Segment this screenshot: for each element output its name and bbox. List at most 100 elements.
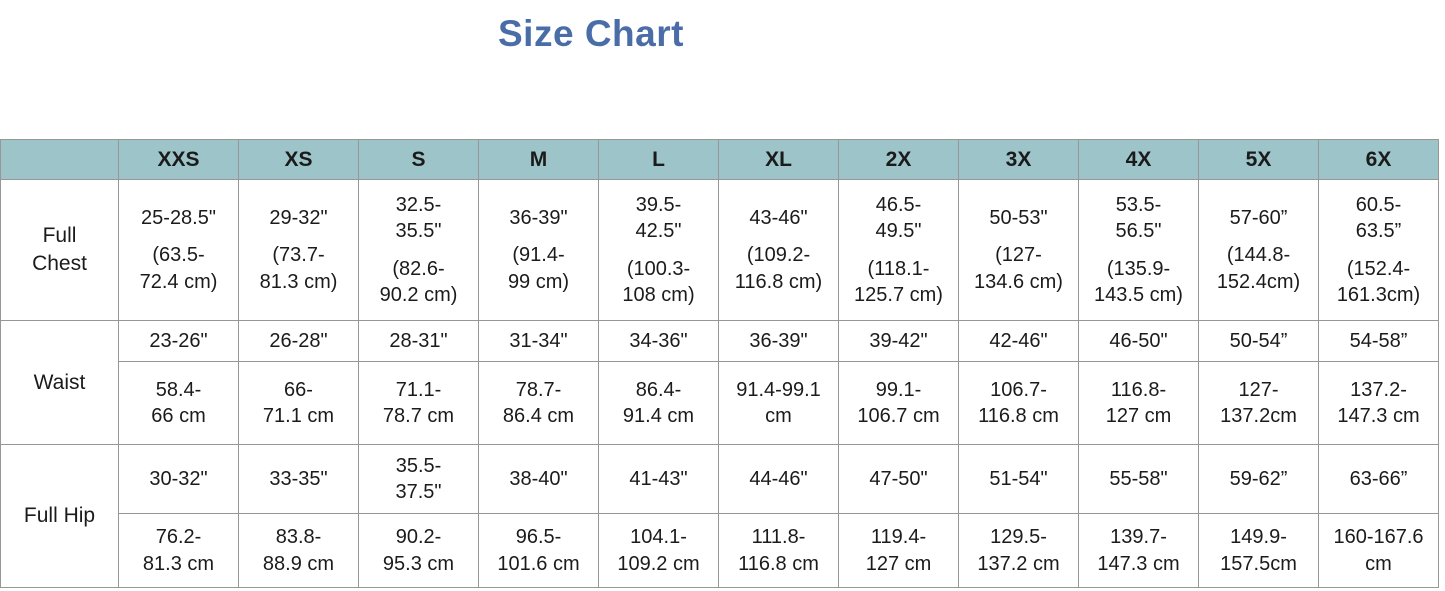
inches-value: 50-54” bbox=[1198, 320, 1319, 362]
corner-cell bbox=[0, 139, 119, 180]
size-col-header: XS bbox=[238, 139, 359, 180]
cm-value: 78.7- 86.4 cm bbox=[478, 361, 599, 445]
size-chart-table: XXS XS S M L XL 2X 3X 4X 5X 6X Full Chest 25-28.5" (… bbox=[0, 139, 1439, 588]
measurement-cell: 25-28.5" (63.5- 72.4 cm) bbox=[118, 179, 239, 321]
cm-value: 111.8- 116.8 cm bbox=[718, 513, 839, 588]
cm-value: (109.2- 116.8 cm) bbox=[734, 244, 823, 293]
cm-value: 90.2- 95.3 cm bbox=[358, 513, 479, 588]
inches-value: 50-53" bbox=[989, 206, 1048, 229]
inches-value: 43-46" bbox=[749, 206, 808, 229]
inches-value: 55-58" bbox=[1078, 444, 1199, 514]
size-col-header: 2X bbox=[838, 139, 959, 180]
cm-value: (100.3- 108 cm) bbox=[622, 257, 695, 306]
measurement-row-cm: 76.2- 81.3 cm 83.8- 88.9 cm 90.2- 95.3 cm 9… bbox=[1, 513, 1439, 588]
measurement-cell: 43-46" (109.2- 116.8 cm) bbox=[718, 179, 839, 321]
inches-value: 35.5- 37.5" bbox=[358, 444, 479, 514]
measurement-cell: 57-60” (144.8- 152.4cm) bbox=[1198, 179, 1319, 321]
inches-value: 63-66” bbox=[1318, 444, 1439, 514]
measurement-cell: 60.5- 63.5” (152.4- 161.3cm) bbox=[1318, 179, 1439, 321]
cm-value: 104.1- 109.2 cm bbox=[598, 513, 719, 588]
cm-value: (73.7- 81.3 cm) bbox=[259, 244, 338, 293]
inches-value: 30-32" bbox=[118, 444, 239, 514]
inches-value: 32.5- 35.5" bbox=[395, 193, 442, 243]
cm-value: 149.9- 157.5cm bbox=[1198, 513, 1319, 588]
inches-value: 44-46" bbox=[718, 444, 839, 514]
inches-value: 38-40" bbox=[478, 444, 599, 514]
measurement-row: Full Chest 25-28.5" (63.5- 72.4 cm) 29-32" (… bbox=[0, 179, 1439, 321]
cm-value: 160-167.6 cm bbox=[1318, 513, 1439, 588]
measure-label: Waist bbox=[0, 320, 119, 445]
cm-value: 91.4-99.1 cm bbox=[718, 361, 839, 445]
cm-value: (118.1- 125.7 cm) bbox=[854, 257, 943, 306]
cm-value: 76.2- 81.3 cm bbox=[118, 513, 239, 588]
inches-value: 57-60” bbox=[1229, 206, 1288, 229]
measure-label: Full Hip bbox=[0, 444, 119, 588]
size-header-row: XXS XS S M L XL 2X 3X 4X 5X 6X bbox=[0, 139, 1439, 180]
inches-value: 34-36" bbox=[598, 320, 719, 362]
inches-value: 46.5- 49.5" bbox=[875, 193, 922, 243]
inches-value: 31-34" bbox=[478, 320, 599, 362]
cm-value: 66- 71.1 cm bbox=[238, 361, 359, 445]
inches-value: 46-50" bbox=[1078, 320, 1199, 362]
measurement-row-cm: 58.4- 66 cm 66- 71.1 cm 71.1- 78.7 cm 78.7-… bbox=[1, 361, 1439, 445]
cm-value: (135.9- 143.5 cm) bbox=[1094, 257, 1183, 306]
cm-value: 99.1- 106.7 cm bbox=[838, 361, 959, 445]
inches-value: 59-62” bbox=[1198, 444, 1319, 514]
inches-value: 42-46" bbox=[958, 320, 1079, 362]
inches-value: 33-35" bbox=[238, 444, 359, 514]
measurement-cell: 39.5- 42.5" (100.3- 108 cm) bbox=[598, 179, 719, 321]
inches-value: 36-39" bbox=[718, 320, 839, 362]
size-col-header: XXS bbox=[118, 139, 239, 180]
cm-value: 86.4- 91.4 cm bbox=[598, 361, 719, 445]
size-col-header: L bbox=[598, 139, 719, 180]
cm-value: 139.7- 147.3 cm bbox=[1078, 513, 1199, 588]
cm-value: 83.8- 88.9 cm bbox=[238, 513, 359, 588]
inches-value: 23-26" bbox=[118, 320, 239, 362]
inches-value: 28-31" bbox=[358, 320, 479, 362]
inches-value: 54-58” bbox=[1318, 320, 1439, 362]
measurement-cell: 36-39" (91.4- 99 cm) bbox=[478, 179, 599, 321]
measurement-cell: 46.5- 49.5" (118.1- 125.7 cm) bbox=[838, 179, 959, 321]
inches-value: 53.5- 56.5" bbox=[1115, 193, 1162, 243]
inches-value: 29-32" bbox=[269, 206, 328, 229]
inches-value: 51-54" bbox=[958, 444, 1079, 514]
measurement-cell: 29-32" (73.7- 81.3 cm) bbox=[238, 179, 359, 321]
measurement-cell: 32.5- 35.5" (82.6- 90.2 cm) bbox=[358, 179, 479, 321]
measurement-row-inches: Full Hip 30-32" 33-35" 35.5- 37.5" 38-40" 41-… bbox=[0, 444, 1439, 588]
cm-value: (144.8- 152.4cm) bbox=[1216, 244, 1301, 293]
cm-value: (63.5- 72.4 cm) bbox=[139, 244, 218, 293]
inches-value: 41-43" bbox=[598, 444, 719, 514]
cm-value: (91.4- 99 cm) bbox=[507, 244, 570, 293]
cm-value: 137.2- 147.3 cm bbox=[1318, 361, 1439, 445]
size-col-header: XL bbox=[718, 139, 839, 180]
inches-value: 26-28" bbox=[238, 320, 359, 362]
size-col-header: 4X bbox=[1078, 139, 1199, 180]
inches-value: 47-50" bbox=[838, 444, 959, 514]
size-col-header: 5X bbox=[1198, 139, 1319, 180]
cm-value: 71.1- 78.7 cm bbox=[358, 361, 479, 445]
inches-value: 36-39" bbox=[509, 206, 568, 229]
inches-value: 60.5- 63.5” bbox=[1355, 193, 1402, 243]
cm-value: 96.5- 101.6 cm bbox=[478, 513, 599, 588]
cm-value: 106.7- 116.8 cm bbox=[958, 361, 1079, 445]
page-title: Size Chart bbox=[498, 13, 684, 54]
measurement-row-inches: Waist 23-26" 26-28" 28-31" 31-34" 34-36" 36-39… bbox=[0, 320, 1439, 445]
cm-value: (152.4- 161.3cm) bbox=[1336, 257, 1421, 306]
cm-value: 129.5- 137.2 cm bbox=[958, 513, 1079, 588]
cm-value: 58.4- 66 cm bbox=[118, 361, 239, 445]
inches-value: 25-28.5" bbox=[141, 206, 216, 229]
size-col-header: S bbox=[358, 139, 479, 180]
size-col-header: M bbox=[478, 139, 599, 180]
measurement-cell: 53.5- 56.5" (135.9- 143.5 cm) bbox=[1078, 179, 1199, 321]
cm-value: 119.4- 127 cm bbox=[838, 513, 959, 588]
cm-value: 116.8- 127 cm bbox=[1078, 361, 1199, 445]
inches-value: 39.5- 42.5" bbox=[635, 193, 682, 243]
inches-value: 39-42" bbox=[838, 320, 959, 362]
measure-label: Full Chest bbox=[0, 179, 119, 321]
cm-value: (82.6- 90.2 cm) bbox=[379, 257, 458, 306]
cm-value: (127- 134.6 cm) bbox=[974, 244, 1063, 293]
size-col-header: 6X bbox=[1318, 139, 1439, 180]
measurement-cell: 50-53" (127- 134.6 cm) bbox=[958, 179, 1079, 321]
cm-value: 127- 137.2cm bbox=[1198, 361, 1319, 445]
